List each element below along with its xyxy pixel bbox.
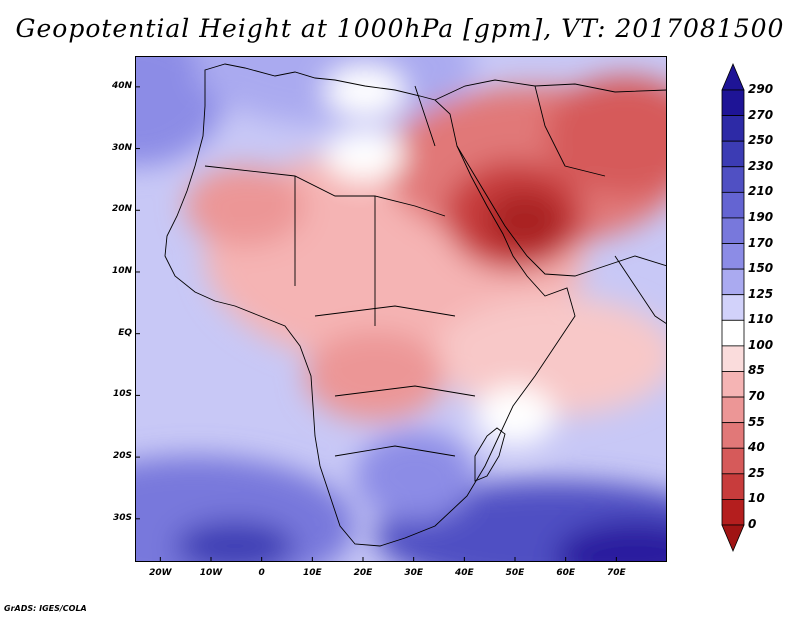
- footer-credit: GrADS: IGES/COLA: [4, 604, 87, 613]
- colorbar-swatch: [721, 473, 745, 500]
- field-blob-arabia-deep-low: [485, 191, 565, 251]
- lat-tick-label: 20N: [111, 204, 132, 215]
- lon-tick-label: 20E: [353, 568, 373, 578]
- border-southern-africa: [334, 445, 456, 457]
- colorbar: [721, 62, 745, 553]
- colorbar-level-label: 250: [748, 133, 774, 148]
- colorbar-level-label: 0: [748, 517, 757, 531]
- field-blob-east-africa-neutral: [475, 386, 555, 446]
- map-frame: [135, 56, 667, 562]
- lon-tick-label: 10W: [199, 568, 223, 578]
- colorbar-swatch: [721, 268, 745, 296]
- colorbar-level-label: 290: [748, 82, 774, 96]
- lon-tick-label: 50E: [505, 568, 525, 578]
- lat-tick-label: 40N: [111, 80, 132, 91]
- field-blob-sw-deep-high: [175, 521, 295, 562]
- colorbar-top-arrow: [721, 62, 745, 91]
- lat-tick-label: 10N: [111, 265, 132, 276]
- colorbar-swatch: [721, 89, 745, 116]
- colorbar-swatch: [721, 371, 745, 398]
- lon-tick-label: 60E: [556, 568, 575, 578]
- chart-title: Geopotential Height at 1000hPa [gpm], VT…: [15, 14, 785, 43]
- colorbar-swatch: [721, 115, 745, 142]
- lat-tick-label: 20S: [112, 451, 132, 462]
- colorbar-level-label: 150: [748, 261, 774, 276]
- lon-tick-label: 10E: [302, 568, 322, 578]
- madagascar-coastline: [474, 427, 506, 482]
- colorbar-level-label: 110: [748, 312, 774, 327]
- colorbar-level-label: 230: [748, 158, 774, 173]
- field-blob-west-sahara-low: [185, 166, 305, 246]
- colorbar-swatch: [721, 243, 745, 270]
- arabia-coastline: [456, 145, 667, 277]
- colorbar-level-label: 25: [748, 465, 765, 480]
- map-panel: [135, 56, 667, 562]
- colorbar-swatch: [721, 447, 745, 475]
- height-field: [135, 56, 667, 562]
- lon-tick-label: 70E: [606, 568, 626, 578]
- lat-tick-label: 10S: [112, 389, 132, 400]
- field-blob-se-deep-high: [555, 521, 667, 562]
- colorbar-level-label: 125: [748, 286, 774, 301]
- geopotential-map: [135, 56, 667, 562]
- field-blob-congo-low: [305, 331, 445, 421]
- colorbar-level-label: 55: [748, 414, 765, 429]
- tick-marks: [135, 86, 617, 562]
- colorbar-swatch: [721, 191, 745, 219]
- lon-tick-label: 0: [258, 568, 265, 578]
- colorbar-level-label: 270: [748, 107, 774, 122]
- field-blob-med-neutral: [325, 66, 405, 116]
- colorbar-bottom-arrow: [721, 524, 745, 553]
- lat-tick-label: 30S: [112, 512, 132, 523]
- colorbar-swatch: [721, 396, 745, 424]
- border-congo-south: [334, 385, 476, 397]
- field-blob-indian-ocean-low: [435, 296, 667, 416]
- colorbar-swatch: [721, 319, 745, 347]
- field-blob-south-africa-high: [355, 431, 475, 521]
- colorbar-level-label: 170: [748, 235, 774, 250]
- lat-tick-label: EQ: [118, 327, 132, 338]
- border-central-africa: [314, 305, 456, 317]
- colorbar-swatch: [721, 166, 745, 193]
- lon-tick-label: 40E: [454, 568, 474, 578]
- colorbar-swatch: [721, 422, 745, 449]
- border-sahel: [204, 165, 446, 217]
- field-blob-libya-neutral: [325, 131, 405, 181]
- colorbar-swatch: [721, 217, 745, 244]
- colorbar-level-label: 210: [748, 184, 774, 199]
- colorbar-level-label: 10: [748, 491, 765, 506]
- field-blob-south-asia-low: [545, 76, 667, 196]
- colorbar-swatch: [721, 294, 745, 321]
- india-coastline: [614, 255, 667, 325]
- colorbar-level-label: 40: [748, 440, 765, 455]
- coastlines: [164, 63, 667, 547]
- lat-tick-label: 30N: [111, 142, 132, 153]
- colorbar-level-label: 190: [748, 209, 774, 224]
- colorbar-level-label: 85: [748, 363, 765, 378]
- colorbar-level-label: 70: [748, 389, 765, 404]
- colorbar-swatch: [721, 499, 745, 526]
- border-iran: [534, 85, 606, 177]
- lon-tick-label: 30E: [404, 568, 423, 578]
- border-egypt: [414, 85, 436, 147]
- colorbar-swatch: [721, 345, 745, 372]
- lon-tick-label: 20W: [149, 568, 172, 578]
- colorbar-swatch: [721, 140, 745, 168]
- colorbar-level-label: 100: [748, 337, 774, 352]
